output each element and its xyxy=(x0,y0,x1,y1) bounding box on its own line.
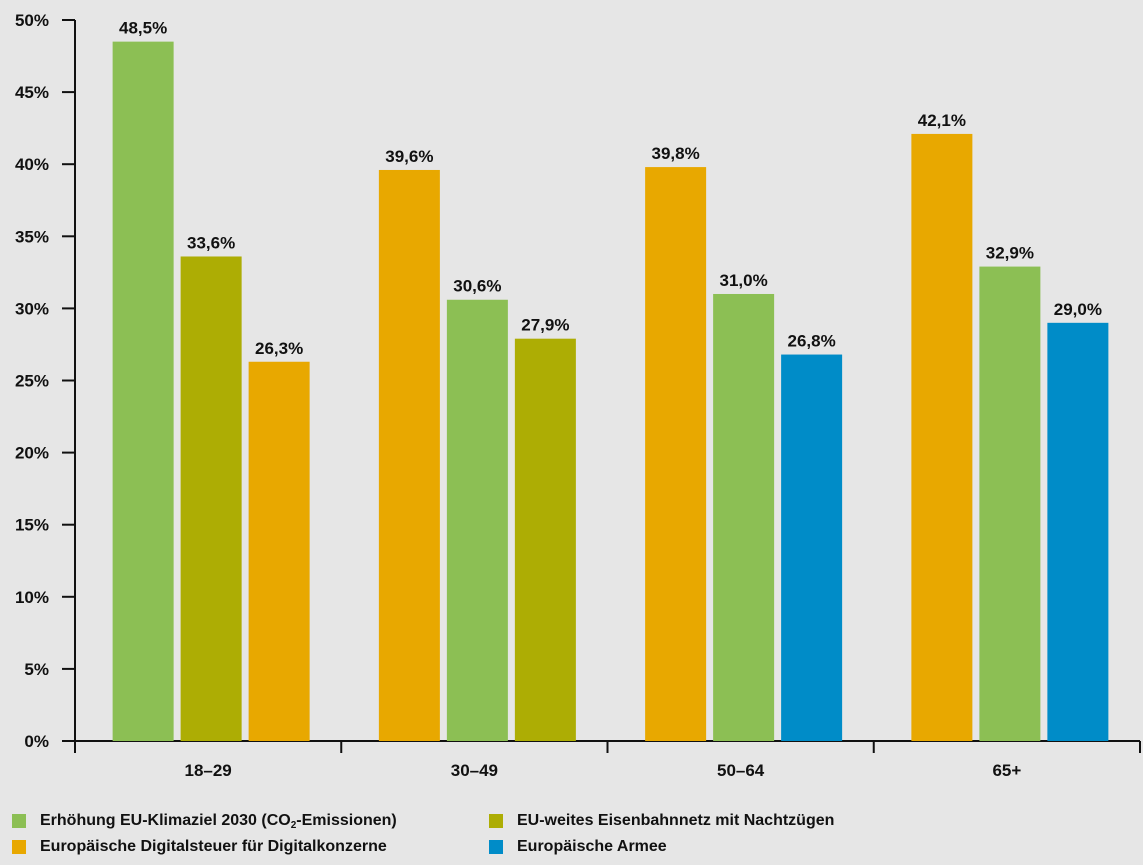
bar-chart-plot: 0% 5% 10% 15% 20% 25% 30% 35% 40% 45% 50% 48,5% 33,6… xyxy=(15,11,1141,780)
bar-value-label: 30,6% xyxy=(453,277,501,296)
bar xyxy=(180,256,242,741)
bar xyxy=(378,169,440,741)
bar-value-label: 31,0% xyxy=(720,271,768,290)
bar-value-label: 27,9% xyxy=(521,316,569,335)
legend-label-climate: Erhöhung EU-Klimaziel 2030 (CO2-Emission… xyxy=(40,811,397,831)
y-tick-label: 50% xyxy=(15,11,49,30)
legend-item-railway: EU-weites Eisenbahnnetz mit Nachtzügen xyxy=(489,812,1137,830)
bar-value-label: 32,9% xyxy=(986,244,1034,263)
legend-swatch-railway xyxy=(489,814,503,828)
legend-swatch-army xyxy=(489,840,503,854)
bar xyxy=(911,133,973,742)
bar xyxy=(1047,322,1109,741)
bar-value-label: 42,1% xyxy=(918,111,966,130)
y-tick-label: 10% xyxy=(15,588,49,607)
legend: Erhöhung EU-Klimaziel 2030 (CO2-Emission… xyxy=(12,812,1137,856)
bar-value-label: 26,8% xyxy=(788,332,836,351)
legend-label-digitaltax: Europäische Digitalsteuer für Digitalkon… xyxy=(40,838,387,855)
y-tick-label: 20% xyxy=(15,444,49,463)
legend-swatch-climate xyxy=(12,814,26,828)
bar xyxy=(248,361,310,741)
y-tick-label: 45% xyxy=(15,83,49,102)
bar-value-label: 29,0% xyxy=(1054,300,1102,319)
y-tick-label: 25% xyxy=(15,372,49,391)
legend-item-climate: Erhöhung EU-Klimaziel 2030 (CO2-Emission… xyxy=(12,811,489,831)
bar xyxy=(514,338,576,741)
bar-value-label: 26,3% xyxy=(255,339,303,358)
bar-value-label: 48,5% xyxy=(119,19,167,38)
y-tick-label: 30% xyxy=(15,299,49,318)
bar xyxy=(781,354,843,741)
y-tick-label: 15% xyxy=(15,516,49,535)
legend-label-railway: EU-weites Eisenbahnnetz mit Nachtzügen xyxy=(517,812,835,829)
x-category-label: 50–64 xyxy=(717,761,765,780)
bar xyxy=(112,41,174,741)
bar-value-label: 39,8% xyxy=(652,144,700,163)
bar xyxy=(645,167,707,742)
bar xyxy=(446,299,508,741)
y-tick-label: 40% xyxy=(15,155,49,174)
x-category-label: 18–29 xyxy=(184,761,231,780)
bar-value-label: 33,6% xyxy=(187,233,235,252)
legend-item-digitaltax: Europäische Digitalsteuer für Digitalkon… xyxy=(12,838,489,856)
legend-swatch-digitaltax xyxy=(12,840,26,854)
x-category-label: 65+ xyxy=(992,761,1021,780)
y-tick-label: 0% xyxy=(24,732,49,751)
y-tick-label: 35% xyxy=(15,227,49,246)
legend-item-army: Europäische Armee xyxy=(489,838,1137,856)
bar-value-label: 39,6% xyxy=(385,147,433,166)
bar xyxy=(979,266,1041,741)
legend-label-army: Europäische Armee xyxy=(517,838,667,855)
bar xyxy=(713,293,775,741)
x-category-label: 30–49 xyxy=(451,761,498,780)
y-tick-label: 5% xyxy=(24,660,49,679)
